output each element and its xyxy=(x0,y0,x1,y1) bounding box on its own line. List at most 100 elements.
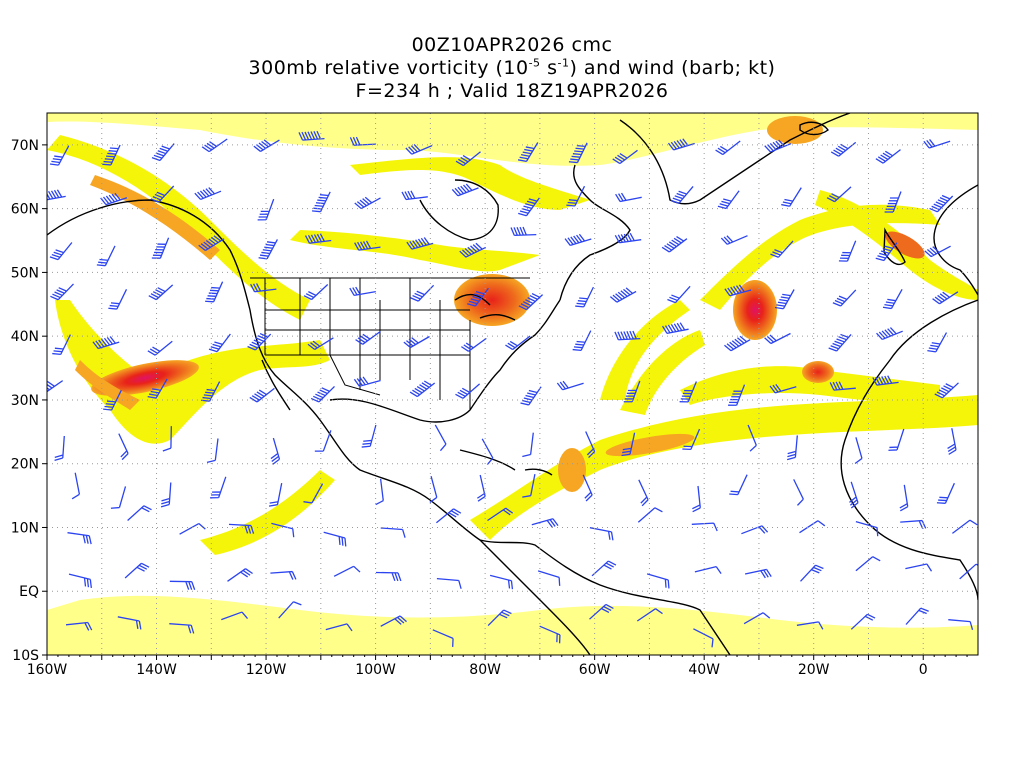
wind-barb xyxy=(667,285,691,304)
wind-barb xyxy=(929,194,954,213)
wind-barb-shaft xyxy=(147,378,168,399)
wind-barb xyxy=(510,226,537,237)
wind-barb xyxy=(517,142,539,162)
wind-barb-shaft xyxy=(303,284,329,301)
wind-barb xyxy=(615,192,642,203)
wind-barb-shaft xyxy=(888,428,905,451)
lon-label: 0 xyxy=(919,662,928,678)
wind-barb xyxy=(194,187,222,201)
coast-africa xyxy=(840,299,978,601)
coast-hispaniola xyxy=(524,468,553,476)
wind-barb-shaft xyxy=(270,437,281,465)
wind-barb xyxy=(537,570,561,586)
vort-band-tropics2 xyxy=(200,470,335,555)
wind-barb-shaft xyxy=(307,337,334,351)
wind-barb-shaft xyxy=(539,625,561,644)
wind-barb-shaft xyxy=(505,335,531,351)
wind-barb-shaft xyxy=(194,187,222,201)
wind-barb-shaft xyxy=(268,482,283,507)
wind-barb xyxy=(591,560,617,577)
wind-barb xyxy=(934,382,959,399)
wind-barb-shaft xyxy=(875,149,901,164)
wind-barb xyxy=(311,191,331,213)
wind-barb-shaft xyxy=(65,621,93,631)
wind-barb xyxy=(609,287,637,303)
wind-barb-shaft xyxy=(353,376,381,387)
wind-barb-shaft xyxy=(349,136,376,146)
wind-barb xyxy=(531,518,559,528)
wind-barb xyxy=(147,378,168,399)
wind-barb-shaft xyxy=(799,520,826,534)
coast-south-america xyxy=(479,539,591,655)
wind-barb xyxy=(108,289,128,310)
wind-barb xyxy=(124,562,150,579)
wind-barb-shaft xyxy=(228,523,255,534)
wind-barb-shaft xyxy=(436,577,462,589)
wind-barb-shaft xyxy=(850,613,876,630)
wind-barb xyxy=(638,479,649,507)
wind-barb xyxy=(646,573,670,589)
wind-barb-shaft xyxy=(832,289,857,307)
wind-barb xyxy=(741,525,769,535)
wind-barb xyxy=(102,144,121,166)
wind-barb xyxy=(253,139,280,152)
wind-barb xyxy=(850,613,876,630)
wind-barb-shaft xyxy=(667,285,691,304)
wind-barb-shaft xyxy=(151,143,175,162)
wind-barb-shaft xyxy=(50,283,74,301)
wind-barb xyxy=(354,196,381,210)
wind-barb xyxy=(764,139,792,153)
wind-barb-shaft xyxy=(830,141,857,157)
wind-barb-shaft xyxy=(679,381,698,403)
wind-barb xyxy=(375,478,384,506)
wind-barb-shaft xyxy=(882,288,903,310)
vort-max-uk xyxy=(885,231,925,259)
wind-barb-shaft xyxy=(432,629,454,647)
wind-barb xyxy=(854,437,863,465)
wind-barb xyxy=(724,284,752,297)
wind-barb xyxy=(436,577,462,589)
wind-barb-shaft xyxy=(585,431,596,459)
wind-barb-shaft xyxy=(948,619,974,631)
wind-barb-shaft xyxy=(729,474,748,496)
wind-barb xyxy=(257,198,275,221)
wind-barb-shaft xyxy=(947,428,957,455)
wind-barb-shaft xyxy=(304,233,332,244)
wind-barb xyxy=(728,384,746,406)
vort-band-tropics xyxy=(47,595,978,655)
wind-barb-shaft xyxy=(169,623,195,634)
wind-barb-shaft xyxy=(375,571,402,582)
title-exp-unit: -1 xyxy=(557,56,570,70)
wind-barb xyxy=(828,333,852,352)
wind-barb-shaft xyxy=(403,335,430,349)
wind-barb xyxy=(661,322,689,335)
wind-barb-shaft xyxy=(786,435,798,461)
wind-barb-shaft xyxy=(537,570,561,586)
wind-barb-shaft xyxy=(875,242,898,262)
wind-barb-shaft xyxy=(929,194,954,213)
wind-barb xyxy=(682,428,701,451)
latitude-labels: 70N 60N 50N 40N 30N 20N 10N EQ 10S xyxy=(11,138,39,664)
wind-barb-shaft xyxy=(615,192,642,203)
wind-barb-shaft xyxy=(325,623,353,632)
lat-label: 20N xyxy=(11,457,39,473)
title-field-suffix: ) and wind (barb; kt) xyxy=(569,57,776,79)
wind-barb xyxy=(539,625,561,644)
wind-barb xyxy=(47,189,66,201)
wind-barb-shaft xyxy=(461,337,487,352)
wind-barb-shaft xyxy=(221,611,249,621)
wind-barb-shaft xyxy=(429,476,438,503)
vort-max-greenland xyxy=(767,116,823,144)
wind-barb-shaft xyxy=(770,240,794,258)
lon-label: 80W xyxy=(469,662,501,678)
wind-barb xyxy=(148,284,174,301)
wind-barb-shaft xyxy=(741,525,769,535)
wind-barb xyxy=(221,611,249,621)
wind-barb xyxy=(250,283,277,293)
wind-barb xyxy=(636,608,663,622)
vort-band-subtropical xyxy=(470,395,978,540)
wind-barb xyxy=(467,287,489,307)
wind-barb xyxy=(278,601,302,619)
wind-barb xyxy=(522,432,534,458)
wind-barb xyxy=(353,376,381,387)
